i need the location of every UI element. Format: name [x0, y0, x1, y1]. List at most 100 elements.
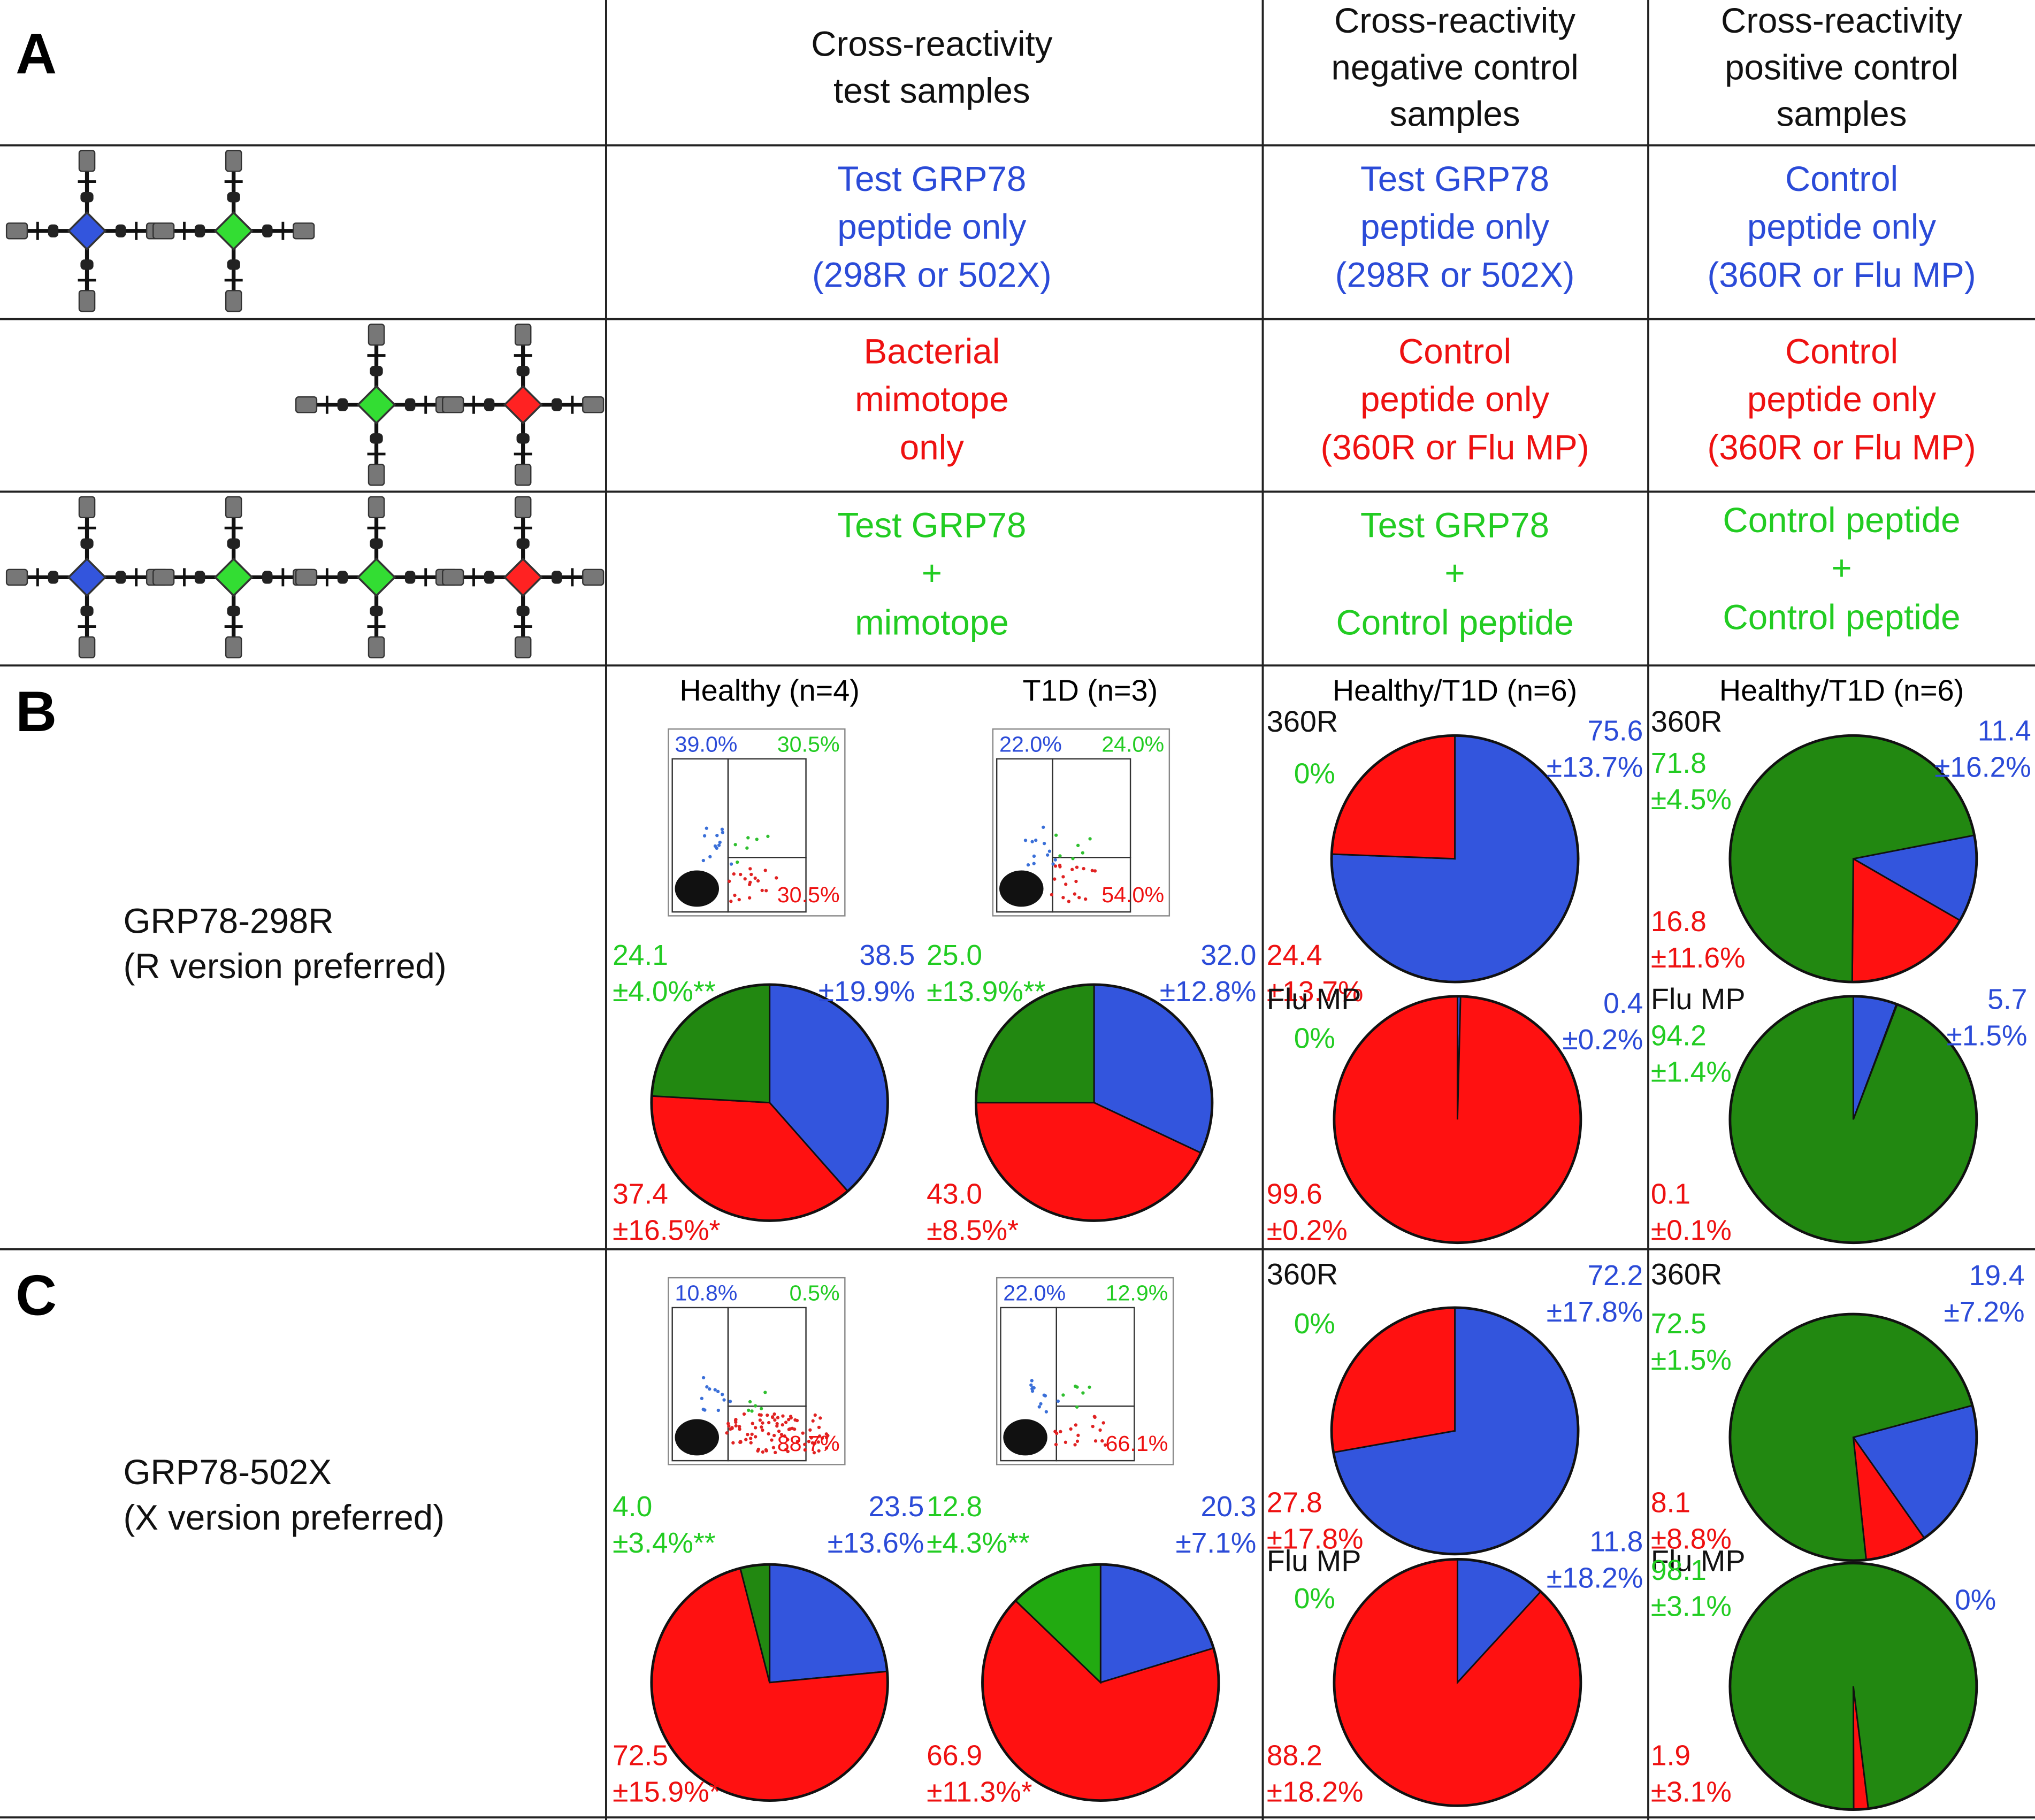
arm-domain: [115, 224, 126, 237]
pie-value-label: 20.3: [1201, 1491, 1257, 1523]
pie-outline: [1333, 1558, 1582, 1807]
flow-event: [756, 879, 760, 883]
pie-value-label: 38.5: [859, 940, 915, 971]
flow-event: [749, 1441, 753, 1445]
flow-event: [784, 1448, 788, 1452]
tetramer-core: [503, 557, 543, 597]
flow-event-cluster: [1003, 1419, 1047, 1456]
flow-event: [772, 1433, 776, 1438]
pie-value-label: 37.4: [613, 1178, 668, 1210]
arm-end: [442, 396, 464, 413]
flow-event: [728, 879, 731, 883]
pie-error-label: ±1.5%: [1651, 1345, 1732, 1376]
table-cell-text: +: [1831, 549, 1852, 588]
pie-value-label: 72.5: [1651, 1308, 1707, 1340]
flow-event: [759, 1407, 763, 1410]
flow-event: [1088, 1385, 1091, 1389]
arm-domain: [484, 398, 495, 411]
flow-event: [795, 1418, 799, 1423]
arm-end: [368, 324, 385, 346]
flow-event: [1056, 1399, 1060, 1403]
flow-event: [1061, 896, 1065, 900]
flow-event: [1076, 1433, 1080, 1437]
arm-end: [368, 464, 385, 486]
pie-error-label: ±3.1%: [1651, 1591, 1732, 1623]
flow-plot-frame: [668, 1277, 846, 1465]
gate: [727, 1307, 807, 1407]
flow-event: [760, 1425, 763, 1429]
flow-event: [1053, 864, 1058, 868]
pie-error-label: ±19.9%: [818, 976, 915, 1008]
flow-plot-frame: [668, 728, 846, 917]
pie-value-label: 0%: [1955, 1585, 1996, 1616]
tetramer-arm: [233, 221, 315, 240]
column-header: negative control: [1331, 48, 1578, 87]
flow-event: [1031, 1386, 1035, 1390]
flow-event: [1075, 865, 1079, 869]
pie-value-label: 88.2: [1267, 1740, 1322, 1772]
pie-value-label: 0%: [1294, 1583, 1335, 1615]
flow-event: [744, 1438, 748, 1441]
column-header: Cross-reactivity: [1334, 1, 1575, 40]
tetramer-arm: [367, 404, 386, 486]
pie-value-label: 12.8: [927, 1491, 982, 1523]
arm-end: [582, 569, 605, 586]
flow-event: [754, 1435, 758, 1439]
arm-domain: [227, 605, 240, 617]
flow-event: [749, 1437, 753, 1440]
flow-quadrant-label: 30.5%: [777, 882, 840, 907]
flow-event: [1044, 1410, 1049, 1414]
flow-event: [1076, 843, 1080, 847]
flow-event: [742, 1412, 746, 1416]
pie-error-label: ±13.7%: [1547, 751, 1643, 783]
flow-event: [1081, 851, 1084, 855]
flow-event: [772, 1412, 776, 1416]
flow-event: [813, 1441, 817, 1445]
flow-event: [1090, 869, 1094, 872]
pie-error-label: ±7.2%: [1944, 1296, 2025, 1328]
pie-error-label: ±17.8%: [1267, 1524, 1364, 1555]
flow-event: [749, 872, 753, 877]
arm-domain: [262, 224, 273, 237]
table-cell-text: (298R or 502X): [1335, 255, 1575, 294]
flow-event: [1075, 1439, 1080, 1443]
flow-event: [713, 1388, 717, 1392]
arm-domain: [262, 571, 273, 584]
flow-event: [1070, 867, 1074, 871]
flow-event: [1034, 838, 1038, 842]
flow-event: [748, 896, 752, 900]
flow-plot-frame: [992, 728, 1170, 917]
flow-quadrant-label: 88.7%: [777, 1431, 840, 1456]
column-title: Healthy (n=4): [679, 673, 859, 707]
pie-error-label: ±8.5%*: [927, 1215, 1019, 1246]
flow-event: [700, 1396, 703, 1400]
flow-event: [821, 1436, 824, 1440]
flow-event: [739, 1440, 743, 1443]
pie-error-label: ±1.4%: [1651, 1056, 1732, 1088]
tetramer-core: [67, 211, 107, 251]
flow-event: [1054, 833, 1058, 837]
flow-event: [774, 1450, 777, 1455]
flow-quadrant-label: 30.5%: [777, 732, 840, 757]
flow-event: [746, 836, 750, 840]
panel-label: A: [16, 21, 57, 86]
pie-value-label: 11.8: [1589, 1526, 1643, 1557]
column-header: samples: [1390, 95, 1520, 134]
column-header: test samples: [833, 71, 1030, 110]
flow-event: [1042, 841, 1046, 846]
arm-domain: [370, 433, 383, 444]
pie-error-label: ±12.8%: [1160, 976, 1257, 1008]
flow-event: [767, 1420, 771, 1425]
flow-event: [824, 1432, 828, 1436]
flow-event: [748, 1400, 752, 1404]
arm-domain: [80, 259, 94, 270]
flow-event: [1075, 1405, 1079, 1409]
flow-event: [825, 1435, 829, 1440]
flow-event: [716, 1389, 720, 1393]
pie-value-label: 1.9: [1651, 1740, 1690, 1772]
pie-value-label: 72.2: [1587, 1260, 1643, 1292]
flow-event: [1101, 1421, 1105, 1425]
flow-event: [1054, 1442, 1058, 1447]
pie-value-label: 8.1: [1651, 1487, 1690, 1519]
tetramer-arm: [367, 324, 386, 405]
